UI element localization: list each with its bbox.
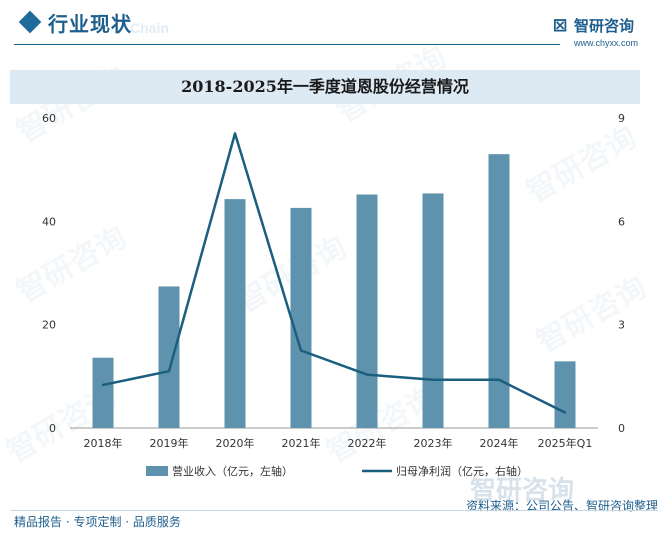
line-point bbox=[365, 373, 369, 376]
x-axis-tick: 2021年 bbox=[282, 436, 321, 450]
left-axis-tick: 0 bbox=[49, 422, 56, 435]
left-axis-tick: 20 bbox=[42, 319, 56, 332]
header-subtitle: Chain bbox=[130, 20, 169, 36]
diamond-icon bbox=[18, 10, 42, 34]
header-divider bbox=[14, 44, 560, 45]
x-axis-tick: 2023年 bbox=[414, 436, 453, 450]
bar bbox=[422, 193, 444, 428]
chart: 0 20 40 60 0 3 6 9 2018年 2019年 2020年 2021年 2022年 2023… bbox=[42, 112, 625, 478]
left-axis-tick: 60 bbox=[42, 112, 56, 125]
line-point bbox=[299, 349, 303, 352]
bar bbox=[92, 357, 114, 428]
brand-logo-icon: ⊠ bbox=[552, 15, 568, 36]
x-axis-tick: 2022年 bbox=[348, 436, 387, 450]
line-point bbox=[167, 369, 171, 373]
bar bbox=[158, 286, 180, 428]
x-axis-tick: 2024年 bbox=[480, 436, 519, 450]
line-series bbox=[102, 132, 566, 414]
left-axis-tick: 40 bbox=[42, 215, 56, 228]
x-axis-tick: 2025年Q1 bbox=[538, 436, 593, 450]
x-axis-tick: 2020年 bbox=[216, 436, 255, 450]
right-axis-tick: 6 bbox=[618, 215, 625, 228]
brand: ⊠ 智研咨询 www.chyxx.com bbox=[550, 12, 660, 50]
header-title: 行业现状 bbox=[48, 12, 132, 36]
legend-bar-label: 营业收入（亿元，左轴） bbox=[172, 464, 293, 478]
right-axis-tick: 3 bbox=[618, 319, 625, 332]
legend-line-label: 归母净利润（亿元，右轴） bbox=[396, 464, 528, 478]
brand-name: 智研咨询 bbox=[574, 17, 635, 35]
x-axis-tick: 2018年 bbox=[84, 436, 123, 450]
line-point bbox=[101, 383, 105, 387]
brand-url: www.chyxx.com bbox=[574, 38, 639, 48]
bar bbox=[224, 199, 246, 428]
bar bbox=[488, 154, 510, 428]
bar bbox=[356, 194, 378, 428]
footer-divider bbox=[10, 510, 658, 511]
chart-title: 2018-2025年一季度道恩股份经营情况 bbox=[181, 77, 469, 96]
x-axis-tick: 2019年 bbox=[150, 436, 189, 450]
source-note: 资料来源：公司公告、智研咨询整理 bbox=[465, 499, 658, 513]
line-point bbox=[497, 378, 501, 381]
bar bbox=[554, 361, 576, 428]
right-axis-tick: 0 bbox=[618, 422, 625, 435]
line-point bbox=[233, 132, 237, 135]
chart-title-bar: 2018-2025年一季度道恩股份经营情况 bbox=[10, 70, 640, 104]
line-point bbox=[431, 378, 435, 381]
header: 行业现状 Chain ⊠ 智研咨询 www.chyxx.com bbox=[0, 0, 668, 50]
right-axis-tick: 9 bbox=[618, 112, 625, 125]
footer-tagline: 精品报告 · 专项定制 · 品质服务 bbox=[14, 515, 181, 529]
legend-bar-swatch bbox=[146, 466, 168, 476]
bar bbox=[290, 207, 312, 428]
line-point bbox=[563, 411, 567, 414]
